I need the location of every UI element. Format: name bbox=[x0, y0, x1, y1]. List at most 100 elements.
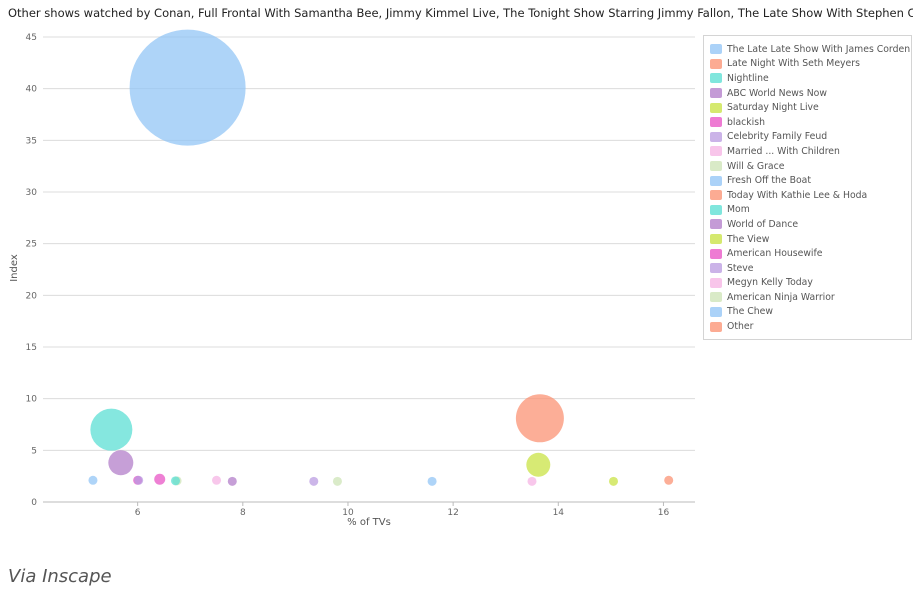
legend-item[interactable]: Mom bbox=[710, 203, 911, 218]
y-tick-label: 20 bbox=[26, 291, 38, 301]
legend-label: Other bbox=[727, 321, 754, 333]
legend-swatch bbox=[710, 248, 722, 259]
legend-swatch bbox=[710, 88, 722, 99]
legend-item[interactable]: Steve bbox=[710, 261, 911, 276]
bubble-late-night-with-seth-meyers[interactable] bbox=[515, 394, 564, 443]
legend-swatch bbox=[710, 204, 722, 215]
y-tick-label: 5 bbox=[31, 446, 37, 456]
axes: 0 5 10 15 20 25 30 35 40 45 6 8 10 12 14 16 bbox=[26, 33, 695, 518]
y-tick-label: 0 bbox=[31, 498, 37, 508]
legend-label: American Housewife bbox=[727, 248, 823, 260]
bubble-megyn-kelly-today[interactable] bbox=[527, 476, 537, 486]
bubble-saturday-night-live[interactable] bbox=[526, 452, 551, 477]
bubble-married-with-children[interactable] bbox=[212, 475, 222, 485]
bubble-american-ninja-warrior[interactable] bbox=[332, 476, 342, 486]
legend-label: Steve bbox=[727, 262, 754, 274]
legend-swatch bbox=[710, 190, 722, 201]
legend-swatch bbox=[710, 277, 722, 288]
legend-swatch bbox=[710, 146, 722, 157]
legend-item[interactable]: blackish bbox=[710, 115, 911, 130]
x-tick-label: 6 bbox=[135, 508, 141, 518]
x-tick-label: 10 bbox=[342, 508, 354, 518]
legend-label: Late Night With Seth Meyers bbox=[727, 58, 860, 70]
legend-item[interactable]: Saturday Night Live bbox=[710, 100, 911, 115]
y-tick-label: 30 bbox=[26, 188, 38, 198]
legend-item[interactable]: The Late Late Show With James Corden bbox=[710, 42, 911, 57]
legend-swatch bbox=[710, 161, 722, 172]
legend-item[interactable]: Will & Grace bbox=[710, 159, 911, 174]
legend-swatch bbox=[710, 263, 722, 274]
legend-swatch bbox=[710, 234, 722, 245]
legend: The Late Late Show With James Corden Late… bbox=[703, 35, 912, 340]
x-tick-label: 14 bbox=[553, 508, 565, 518]
source-note: Via Inscape bbox=[8, 566, 112, 587]
bubble-today-with-kathie-lee-hoda[interactable] bbox=[664, 475, 674, 485]
legend-item[interactable]: ABC World News Now bbox=[710, 86, 911, 101]
legend-label: Saturday Night Live bbox=[727, 102, 819, 114]
legend-item[interactable]: World of Dance bbox=[710, 217, 911, 232]
legend-swatch bbox=[710, 102, 722, 113]
bubble-the-late-late-show-with-james-corden[interactable] bbox=[129, 29, 246, 146]
bubble-world-of-dance[interactable] bbox=[227, 476, 237, 486]
legend-item[interactable]: The Chew bbox=[710, 305, 911, 320]
legend-item[interactable]: The View bbox=[710, 232, 911, 247]
legend-label: Megyn Kelly Today bbox=[727, 277, 813, 289]
legend-swatch bbox=[710, 306, 722, 317]
legend-item[interactable]: Late Night With Seth Meyers bbox=[710, 57, 911, 72]
x-tick-label: 12 bbox=[447, 508, 458, 518]
y-tick-label: 40 bbox=[26, 85, 38, 95]
legend-swatch bbox=[710, 117, 722, 128]
legend-label: American Ninja Warrior bbox=[727, 291, 835, 303]
legend-item[interactable]: Married ... With Children bbox=[710, 144, 911, 159]
bubble-abc-world-news-now[interactable] bbox=[108, 450, 134, 476]
legend-label: ABC World News Now bbox=[727, 87, 827, 99]
chart-title: Other shows watched by Conan, Full Front… bbox=[8, 6, 913, 20]
legend-swatch bbox=[710, 292, 722, 303]
bubble-the-view[interactable] bbox=[609, 476, 618, 486]
legend-item[interactable]: Celebrity Family Feud bbox=[710, 130, 911, 145]
legend-item[interactable]: Nightline bbox=[710, 71, 911, 86]
legend-swatch bbox=[710, 44, 722, 55]
bubble-the-chew[interactable] bbox=[427, 476, 437, 486]
x-tick-label: 16 bbox=[658, 508, 670, 518]
legend-label: World of Dance bbox=[727, 218, 799, 230]
y-tick-label: 15 bbox=[26, 343, 37, 353]
scatter-plot: 0 5 10 15 20 25 30 35 40 45 6 8 10 12 14 16 % of TVs In… bbox=[9, 29, 695, 528]
legend-label: Fresh Off the Boat bbox=[727, 175, 811, 187]
legend-swatch bbox=[710, 73, 722, 84]
x-tick-label: 8 bbox=[240, 508, 246, 518]
bubble-steve[interactable] bbox=[309, 476, 319, 486]
legend-label: Today With Kathie Lee & Hoda bbox=[727, 189, 868, 201]
legend-item[interactable]: American Ninja Warrior bbox=[710, 290, 911, 305]
legend-label: Will & Grace bbox=[727, 160, 785, 172]
legend-label: Married ... With Children bbox=[727, 145, 840, 157]
x-axis-title: % of TVs bbox=[347, 517, 391, 528]
legend-item[interactable]: Fresh Off the Boat bbox=[710, 173, 911, 188]
legend-item[interactable]: Megyn Kelly Today bbox=[710, 276, 911, 291]
bubble-american-housewife[interactable] bbox=[154, 473, 166, 485]
bubble-fresh-off-the-boat[interactable] bbox=[88, 475, 98, 485]
y-tick-label: 10 bbox=[26, 395, 38, 405]
bubble-nightline[interactable] bbox=[90, 408, 133, 451]
y-tick-label: 35 bbox=[26, 136, 37, 146]
legend-item[interactable]: Other bbox=[710, 319, 911, 334]
legend-swatch bbox=[710, 131, 722, 142]
bubble-celebrity-family-feud[interactable] bbox=[134, 475, 144, 485]
legend-swatch bbox=[710, 321, 722, 332]
legend-item[interactable]: Today With Kathie Lee & Hoda bbox=[710, 188, 911, 203]
legend-item[interactable]: American Housewife bbox=[710, 246, 911, 261]
legend-swatch bbox=[710, 219, 722, 230]
y-tick-label: 25 bbox=[26, 240, 37, 250]
bubbles bbox=[88, 29, 674, 486]
y-tick-label: 45 bbox=[26, 33, 37, 43]
y-axis-title: Index bbox=[9, 254, 20, 282]
legend-label: The Late Late Show With James Corden bbox=[727, 43, 911, 55]
legend-label: The View bbox=[727, 233, 770, 245]
bubble-mom[interactable] bbox=[171, 476, 181, 486]
legend-swatch bbox=[710, 58, 722, 69]
legend-swatch bbox=[710, 175, 722, 186]
legend-label: Mom bbox=[727, 204, 750, 216]
legend-label: blackish bbox=[727, 116, 765, 128]
legend-label: The Chew bbox=[727, 306, 773, 318]
legend-label: Nightline bbox=[727, 72, 769, 84]
